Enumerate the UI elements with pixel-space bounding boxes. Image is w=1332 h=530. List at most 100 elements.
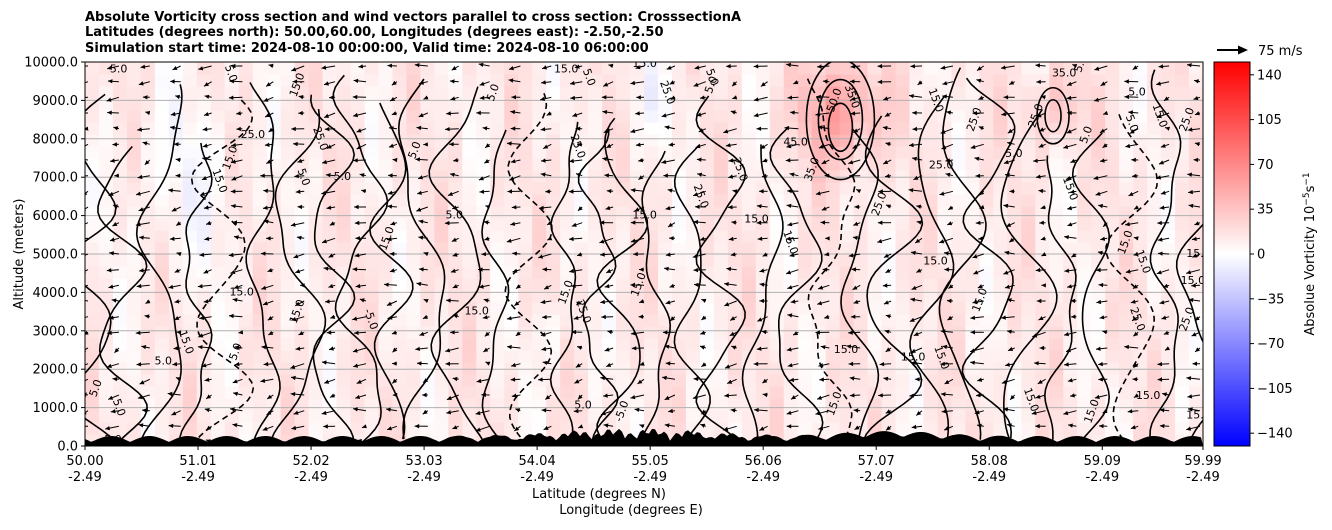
field-cell: [979, 170, 994, 183]
field-cell: [1161, 242, 1176, 255]
field-cell: [910, 98, 925, 111]
field-cell: [420, 98, 435, 111]
field-cell: [1021, 182, 1036, 195]
field-cell: [225, 374, 240, 387]
field-cell: [714, 110, 729, 123]
field-cell: [1077, 314, 1092, 327]
field-cell: [113, 86, 128, 99]
field-cell: [1175, 194, 1190, 207]
field-cell: [1161, 278, 1176, 291]
field-cell: [784, 98, 799, 111]
field-cell: [588, 98, 603, 111]
field-cell: [378, 290, 393, 303]
field-cell: [937, 194, 952, 207]
field-cell: [518, 242, 533, 255]
field-cell: [1035, 74, 1050, 87]
field-cell: [714, 326, 729, 339]
field-cell: [267, 158, 282, 171]
field-cell: [882, 350, 897, 363]
field-cell: [211, 218, 226, 231]
field-cell: [840, 242, 855, 255]
field-cell: [1119, 98, 1134, 111]
field-cell: [616, 206, 631, 219]
field-cell: [979, 386, 994, 399]
field-cell: [490, 422, 505, 435]
field-cell: [85, 350, 100, 363]
field-cell: [141, 122, 156, 135]
field-cell: [672, 146, 687, 159]
field-cell: [910, 338, 925, 351]
field-cell: [924, 230, 939, 243]
field-cell: [770, 266, 785, 279]
field-cell: [490, 62, 505, 75]
field-cell: [211, 98, 226, 111]
field-cell: [546, 146, 561, 159]
x-tick-label-lon: -2.49: [520, 470, 554, 485]
field-cell: [169, 194, 184, 207]
x-tick-label-lat: 55.05: [632, 454, 669, 469]
field-cell: [406, 254, 421, 267]
field-cell: [672, 266, 687, 279]
field-cell: [714, 266, 729, 279]
field-cell: [532, 350, 547, 363]
field-cell: [183, 170, 198, 183]
field-cell: [155, 122, 170, 135]
field-cell: [951, 422, 966, 435]
field-cell: [281, 386, 296, 399]
field-cell: [392, 278, 407, 291]
field-cell: [1119, 170, 1134, 183]
field-cell: [1133, 98, 1148, 111]
field-cell: [588, 134, 603, 147]
field-cell: [155, 326, 170, 339]
field-cell: [826, 254, 841, 267]
field-cell: [714, 134, 729, 147]
field-cell: [854, 398, 869, 411]
field-cell: [700, 338, 715, 351]
field-cell: [225, 194, 240, 207]
field-cell: [267, 278, 282, 291]
field-cell: [253, 110, 268, 123]
field-cell: [616, 350, 631, 363]
field-cell: [267, 62, 282, 75]
field-cell: [742, 230, 757, 243]
field-cell: [351, 422, 366, 435]
field-cell: [1035, 302, 1050, 315]
field-cell: [211, 386, 226, 399]
field-cell: [854, 110, 869, 123]
field-cell: [155, 242, 170, 255]
field-cell: [700, 170, 715, 183]
field-cell: [113, 254, 128, 267]
field-cell: [546, 86, 561, 99]
field-cell: [337, 374, 352, 387]
field-cell: [728, 98, 743, 111]
field-cell: [798, 254, 813, 267]
field-cell: [1105, 182, 1120, 195]
field-cell: [602, 302, 617, 315]
field-cell: [183, 62, 198, 75]
field-cell: [574, 98, 589, 111]
chart-title: Absolute Vorticity cross section and win…: [85, 10, 741, 56]
field-cell: [1175, 86, 1190, 99]
field-cell: [1049, 326, 1064, 339]
field-cell: [924, 62, 939, 75]
field-cell: [434, 278, 449, 291]
field-cell: [826, 302, 841, 315]
field-cell: [672, 218, 687, 231]
contour-label: 45.0: [783, 136, 808, 149]
field-cell: [672, 206, 687, 219]
field-cell: [183, 386, 198, 399]
field-cell: [267, 266, 282, 279]
field-cell: [756, 350, 771, 363]
field-cell: [1007, 398, 1022, 411]
x-tick-label-lat: 52.02: [292, 454, 329, 469]
field-cell: [281, 326, 296, 339]
field-cell: [1189, 374, 1204, 387]
field-cell: [1189, 350, 1204, 363]
field-cell: [700, 350, 715, 363]
field-cell: [560, 230, 575, 243]
field-cell: [1077, 110, 1092, 123]
field-cell: [309, 230, 324, 243]
field-cell: [868, 98, 883, 111]
field-cell: [924, 398, 939, 411]
field-cell: [267, 230, 282, 243]
